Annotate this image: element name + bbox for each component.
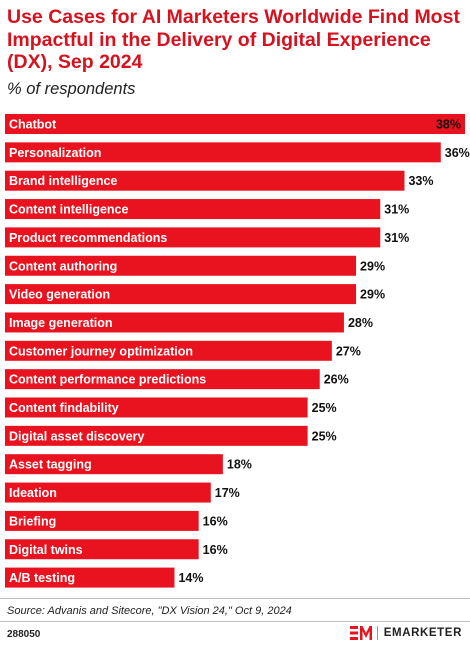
value-label: 17% [215, 486, 240, 500]
bar [5, 510, 199, 531]
value-label: 26% [324, 373, 349, 387]
category-label: A/B testing [9, 571, 75, 585]
value-label: 18% [227, 458, 252, 472]
value-label: 14% [178, 571, 203, 585]
value-label: 31% [384, 203, 409, 217]
value-label: 29% [360, 259, 385, 273]
bar [5, 539, 199, 560]
category-label: Digital twins [9, 543, 83, 557]
value-label: 31% [384, 231, 409, 245]
bar [5, 284, 357, 305]
category-label: Ideation [9, 486, 57, 500]
bar [5, 142, 441, 163]
bar [5, 255, 357, 276]
bar [5, 425, 308, 446]
category-label: Product recommendations [9, 231, 167, 245]
category-label: Video generation [9, 288, 110, 302]
category-label: Customer journey optimization [9, 344, 193, 358]
value-label: 16% [203, 514, 228, 528]
value-label: 38% [436, 118, 461, 132]
category-label: Content authoring [9, 259, 117, 273]
bar [5, 114, 465, 134]
bar [5, 482, 211, 503]
category-label: Chatbot [9, 118, 57, 132]
footer-divider-bottom [0, 621, 470, 622]
bar [5, 227, 381, 248]
value-label: 25% [312, 401, 337, 415]
category-label: Personalization [9, 146, 101, 160]
value-label: 36% [445, 146, 470, 160]
bar [5, 369, 320, 390]
bar [5, 312, 344, 333]
bar [5, 199, 381, 220]
value-label: 25% [312, 429, 337, 443]
footer-divider [0, 598, 470, 599]
source-note: Source: Advanis and Sitecore, "DX Vision… [7, 605, 292, 617]
chart-id: 288050 [7, 629, 41, 640]
category-label: Asset tagging [9, 458, 92, 472]
category-label: Content performance predictions [9, 373, 206, 387]
chart-title: Use Cases for AI Marketers Worldwide Fin… [7, 6, 460, 73]
chart-subtitle: % of respondents [7, 80, 136, 98]
value-label: 29% [360, 288, 385, 302]
category-label: Content findability [9, 401, 119, 415]
value-label: 28% [348, 316, 373, 330]
bar [5, 454, 223, 475]
value-label: 16% [203, 543, 228, 557]
category-label: Content intelligence [9, 203, 129, 217]
bar [5, 170, 405, 191]
bar-chart: Chatbot 38% Personalization 36% Brand intell… [5, 114, 470, 588]
category-label: Image generation [9, 316, 113, 330]
value-label: 33% [408, 174, 433, 188]
em-logo-icon [349, 626, 372, 640]
category-label: Brand intelligence [9, 174, 117, 188]
bar [5, 567, 175, 588]
value-label: 27% [336, 344, 361, 358]
bar [5, 397, 308, 418]
bar [5, 340, 332, 361]
brand-name: EMARKETER [383, 627, 462, 639]
brand-logo: EMARKETER [349, 625, 462, 641]
brand-separator [376, 626, 378, 640]
category-label: Digital asset discovery [9, 429, 145, 443]
category-label: Briefing [9, 514, 56, 528]
